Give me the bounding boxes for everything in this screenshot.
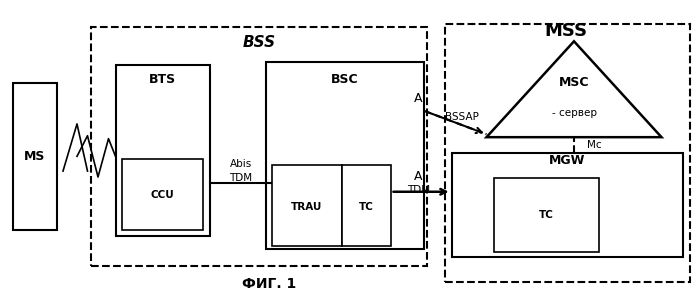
Text: TC: TC xyxy=(538,210,554,220)
Text: BTS: BTS xyxy=(149,73,176,86)
Bar xyxy=(122,159,203,230)
Text: A: A xyxy=(414,92,423,105)
Text: TC: TC xyxy=(358,201,374,212)
Text: TDM: TDM xyxy=(229,173,253,183)
Bar xyxy=(266,62,424,249)
Bar xyxy=(342,165,391,246)
Text: MSC: MSC xyxy=(559,76,589,89)
Text: CCU: CCU xyxy=(151,190,174,200)
Text: BSC: BSC xyxy=(331,73,359,86)
Bar xyxy=(452,153,682,257)
Bar xyxy=(91,27,427,266)
Text: TRAU: TRAU xyxy=(291,201,322,212)
Text: BSSAP: BSSAP xyxy=(445,112,479,122)
Bar xyxy=(494,178,598,252)
Text: MSS: MSS xyxy=(544,22,587,40)
Bar xyxy=(272,165,342,246)
Text: A: A xyxy=(414,171,423,183)
Text: Mc: Mc xyxy=(587,140,601,150)
Text: TDM: TDM xyxy=(407,185,430,195)
Text: - сервер: - сервер xyxy=(552,108,596,118)
Text: ФИГ. 1: ФИГ. 1 xyxy=(242,277,297,291)
Text: MGW: MGW xyxy=(549,154,585,167)
Text: BSS: BSS xyxy=(242,35,276,50)
Bar xyxy=(13,83,57,230)
Text: Abis: Abis xyxy=(230,159,252,169)
Text: MS: MS xyxy=(25,150,46,163)
Bar xyxy=(116,65,210,236)
Bar xyxy=(444,24,690,282)
